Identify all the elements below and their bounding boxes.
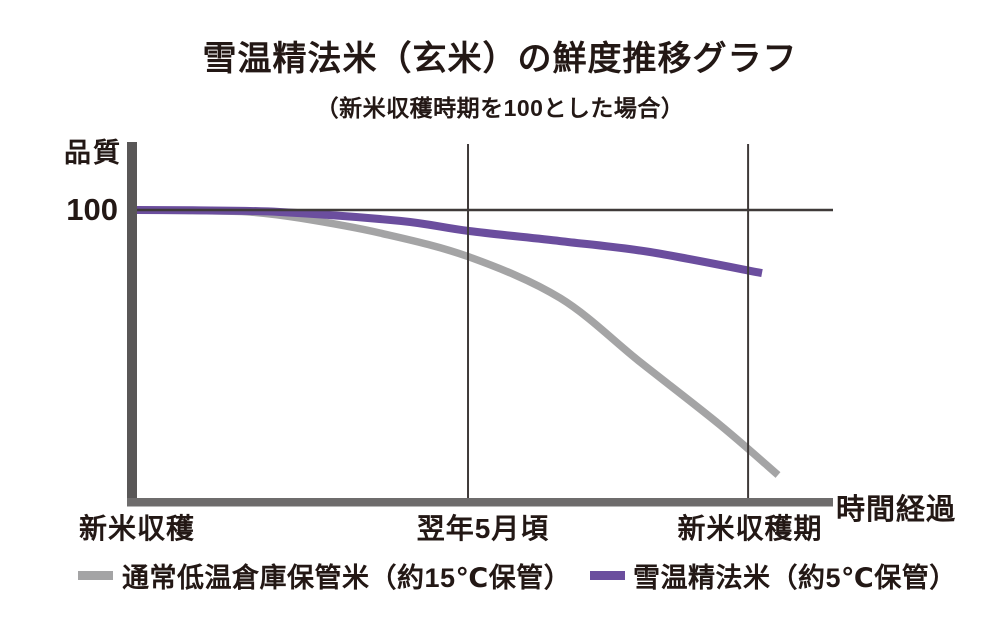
- x-tick-next-harvest: 新米収穫期: [677, 513, 823, 544]
- legend-swatch-gray: [78, 571, 113, 580]
- x-tick-harvest: 新米収穫: [78, 513, 196, 544]
- legend-label-gray: 通常低温倉庫保管米（約15℃保管）: [122, 563, 572, 593]
- legend-label-purple: 雪温精法米（約5℃保管）: [633, 563, 957, 593]
- y-axis-bar: [127, 142, 137, 506]
- x-tick-may: 翌年5月頃: [416, 513, 550, 544]
- x-axis-bar: [127, 498, 833, 507]
- x-axis-label: 時間経過: [836, 494, 957, 526]
- chart-title: 雪温精法米（玄米）の鮮度推移グラフ: [202, 40, 798, 78]
- y-axis-label: 品質: [64, 138, 122, 168]
- chart-subtitle: （新米収穫時期を100とした場合）: [315, 95, 685, 121]
- purple-curve: [136, 206, 763, 278]
- gray-curve: [136, 206, 781, 478]
- legend-swatch-purple: [590, 571, 625, 580]
- y-axis-tick-100: 100: [66, 192, 118, 227]
